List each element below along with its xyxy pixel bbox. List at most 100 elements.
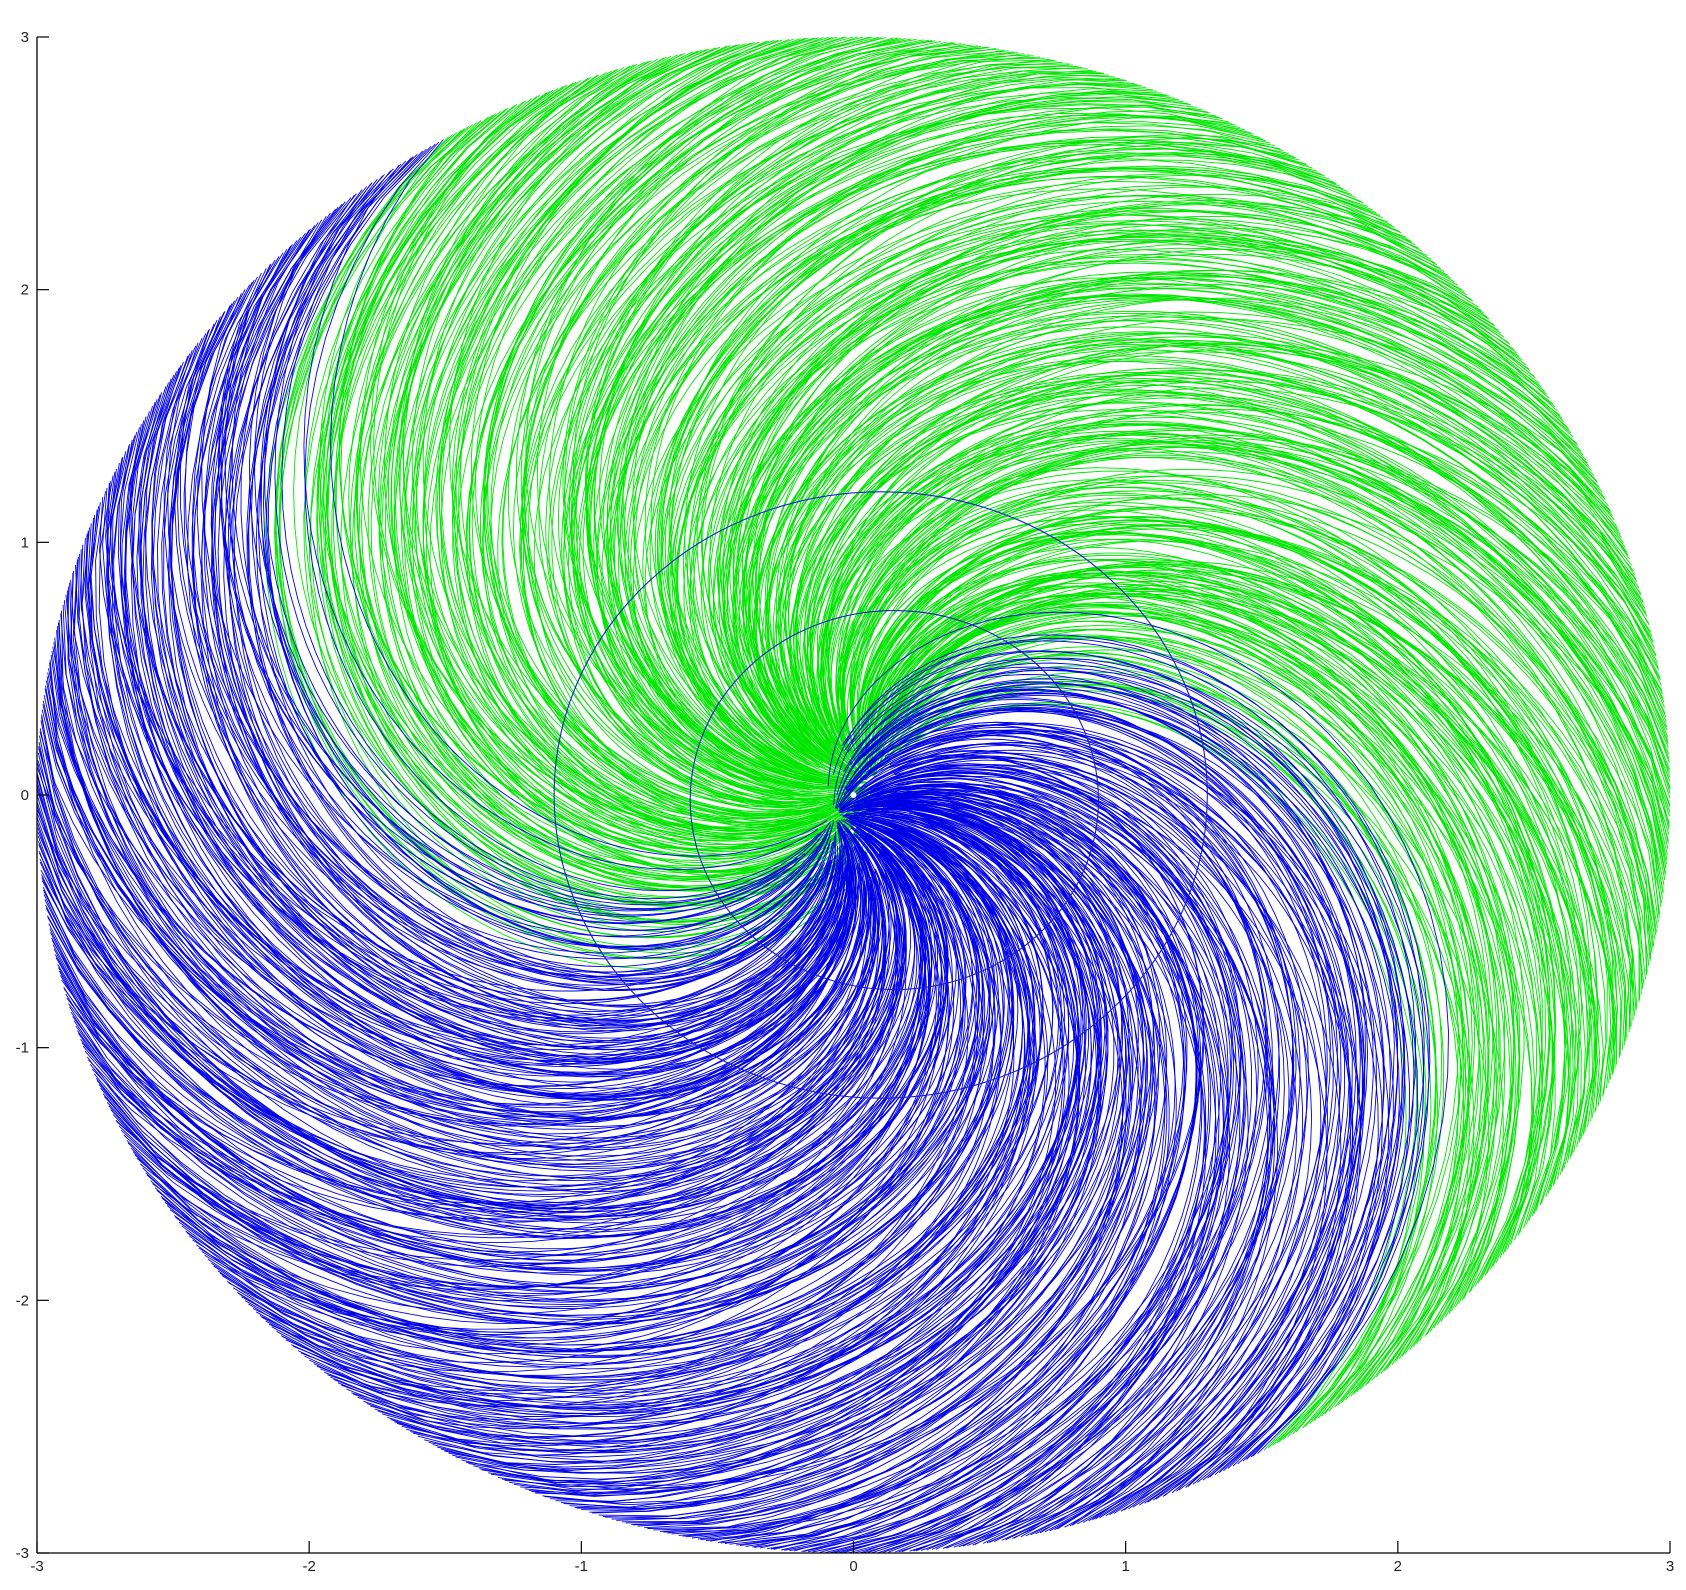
- trajectory-curve: [843, 429, 1669, 748]
- trajectory-curve: [281, 170, 823, 900]
- trajectory-curve: [845, 650, 1395, 1523]
- trajectory-curve: [196, 282, 832, 968]
- trajectory-curve: [901, 658, 1438, 1435]
- trajectory-curve: [613, 135, 1309, 787]
- trajectory-curve: [138, 392, 837, 1026]
- trajectory-curve: [217, 272, 806, 917]
- trajectory-curve: [870, 558, 1597, 1127]
- trajectory-curve: [568, 61, 1063, 790]
- trajectory-curve: [696, 143, 1296, 757]
- trajectory-curve: [895, 773, 1275, 1544]
- trajectory-curve: [550, 813, 1100, 1502]
- trajectory-curve: [357, 826, 1025, 1428]
- trajectory-curve: [426, 43, 962, 873]
- trajectory-curve: [693, 184, 1402, 761]
- trajectory-curve: [136, 821, 931, 1302]
- trajectory-curve: [892, 596, 1570, 1185]
- trajectory-curve: [644, 110, 1220, 783]
- trajectory-curve: [529, 826, 1070, 1495]
- trajectory-curve: [177, 323, 812, 973]
- trajectory-curve: [637, 805, 1147, 1527]
- trajectory-curve: [319, 91, 862, 905]
- trajectory-curve: [864, 732, 1341, 1522]
- trajectory-curve: [66, 838, 885, 1223]
- trajectory-curve: [910, 701, 1426, 1415]
- trajectory-curve: [116, 866, 887, 1261]
- trajectory-curve: [806, 344, 1628, 746]
- x-tick-label: 1: [1121, 1558, 1129, 1575]
- trajectory-curve: [323, 113, 836, 878]
- trajectory-curve: [700, 137, 1280, 759]
- trajectory-curve: [661, 136, 1289, 764]
- trajectory-curve: [75, 564, 837, 1051]
- trajectory-curve: [849, 408, 1652, 748]
- trajectory-curve: [849, 800, 1207, 1554]
- trajectory-curve: [839, 785, 1229, 1554]
- trajectory-curve: [693, 256, 1584, 779]
- trajectory-curve: [667, 808, 1142, 1534]
- trajectory-curve: [45, 685, 864, 1135]
- trajectory-curve: [487, 36, 870, 808]
- trajectory-curve: [167, 342, 832, 977]
- trajectory-curve: [151, 365, 833, 1012]
- outer-reference-circle: [553, 491, 1208, 1099]
- trajectory-curve: [387, 58, 843, 850]
- trajectory-curve: [870, 528, 1650, 967]
- trajectory-curve: [889, 628, 1543, 1234]
- trajectory-curve: [782, 248, 1484, 777]
- trajectory-curve: [847, 666, 1366, 1544]
- trajectory-curve: [836, 667, 1425, 1462]
- trajectory-curve: [355, 76, 856, 869]
- trajectory-curve: [709, 174, 1369, 755]
- trajectory-curve: [377, 56, 853, 864]
- trajectory-curve: [766, 341, 1658, 748]
- trajectory-curve: [422, 36, 845, 856]
- trajectory-curve: [825, 349, 1611, 767]
- trajectory-curve: [390, 784, 1154, 1462]
- trajectory-curve: [746, 215, 1441, 742]
- trajectory-curve: [853, 749, 1362, 1478]
- trajectory-curve: [254, 215, 795, 906]
- x-tick-label: 2: [1394, 1558, 1402, 1575]
- trajectory-curve: [601, 188, 1488, 806]
- trajectory-curve: [264, 194, 805, 910]
- trajectory-curve: [51, 840, 967, 1269]
- trajectory-curve: [835, 683, 1403, 1483]
- trajectory-curve: [129, 424, 832, 1001]
- trajectory-curve: [448, 823, 1049, 1465]
- trajectory-curve: [853, 692, 1385, 1501]
- x-tick-label: -3: [30, 1558, 43, 1575]
- trajectory-curve: [878, 590, 1601, 1111]
- trajectory-curve: [842, 692, 1377, 1514]
- trajectory-curve: [157, 320, 855, 1061]
- trajectory-curve: [592, 820, 1080, 1514]
- trajectory-curve: [677, 229, 1535, 782]
- trajectory-curve: [882, 797, 1224, 1552]
- trajectory-curve: [192, 830, 939, 1333]
- trajectory-curve: [258, 157, 812, 959]
- trajectory-curve: [292, 825, 978, 1392]
- trajectory-curve: [873, 620, 1495, 1348]
- trajectory-curve: [120, 427, 849, 1065]
- trajectory-curve: [864, 690, 1366, 1528]
- trajectory-curve: [163, 350, 817, 986]
- trajectory-curve: [897, 755, 1290, 1547]
- trajectory-curve: [853, 674, 1369, 1537]
- trajectory-curve: [465, 821, 1046, 1471]
- trajectory-curve: [38, 742, 939, 1218]
- trajectory-curve: [865, 506, 1656, 940]
- trajectory-curve: [390, 50, 855, 858]
- trajectory-curve: [820, 369, 1644, 762]
- trajectory-curve: [126, 824, 932, 1297]
- trajectory-curve: [573, 114, 1254, 799]
- trajectory-curve: [51, 650, 853, 1109]
- trajectory-curve: [870, 585, 1520, 1318]
- trajectory-curve: [668, 116, 1232, 769]
- trajectory-curve: [261, 799, 1101, 1415]
- trajectory-curve: [850, 669, 1415, 1476]
- trajectory-curve: [859, 475, 1670, 835]
- x-tick-label: -2: [302, 1558, 315, 1575]
- trajectory-curve: [99, 497, 826, 1019]
- trajectory-curve: [224, 264, 798, 912]
- trajectory-curve: [848, 789, 1249, 1547]
